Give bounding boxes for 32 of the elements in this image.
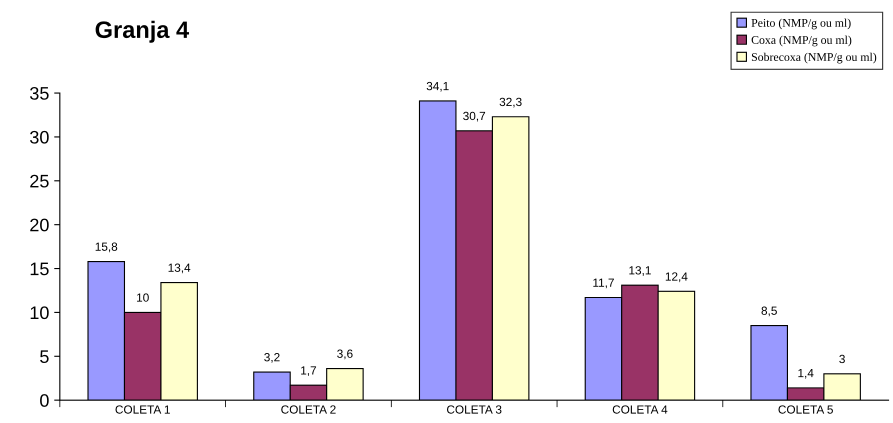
y-tick-label: 30: [30, 130, 49, 144]
data-label: 10: [137, 293, 149, 302]
y-tick-label: 10: [30, 306, 49, 320]
y-tick-label: 20: [30, 218, 49, 232]
data-label: 15,8: [96, 242, 118, 252]
data-label: 1,4: [798, 368, 814, 379]
y-tick-label: 0: [40, 394, 49, 407]
x-tick-label: COLETA 2: [281, 405, 336, 414]
data-label: 3,2: [264, 353, 280, 363]
chart-title: Granja 4: [96, 20, 190, 43]
data-label: 12,4: [666, 272, 688, 282]
legend-label: Peito (NMP/g ou ml): [751, 18, 851, 30]
data-label: 3,6: [337, 350, 353, 360]
legend-label: Coxa (NMP/g ou ml): [752, 36, 852, 46]
y-tick-label: 15: [30, 262, 49, 276]
data-label: 11,7: [593, 278, 614, 288]
y-tick-label: 35: [30, 86, 49, 100]
data-label: 8,5: [762, 306, 777, 316]
data-label: 13,4: [168, 264, 190, 274]
legend-label: Sobrecoxa (NMP/g ou ml): [752, 52, 876, 64]
data-label: 1,7: [301, 366, 316, 376]
x-tick-label: COLETA 1: [116, 405, 170, 414]
data-label: 3: [839, 354, 845, 364]
y-tick-label: 25: [30, 174, 49, 188]
y-tick-label: 5: [40, 350, 49, 364]
x-tick-label: COLETA 4: [612, 405, 668, 414]
x-tick-label: COLETA 3: [447, 405, 502, 414]
x-tick-label: COLETA 5: [778, 405, 833, 414]
data-label: 30,7: [463, 112, 486, 122]
data-label: 13,1: [629, 266, 651, 276]
data-label: 32,3: [500, 98, 522, 108]
data-label: 34,1: [426, 82, 449, 92]
